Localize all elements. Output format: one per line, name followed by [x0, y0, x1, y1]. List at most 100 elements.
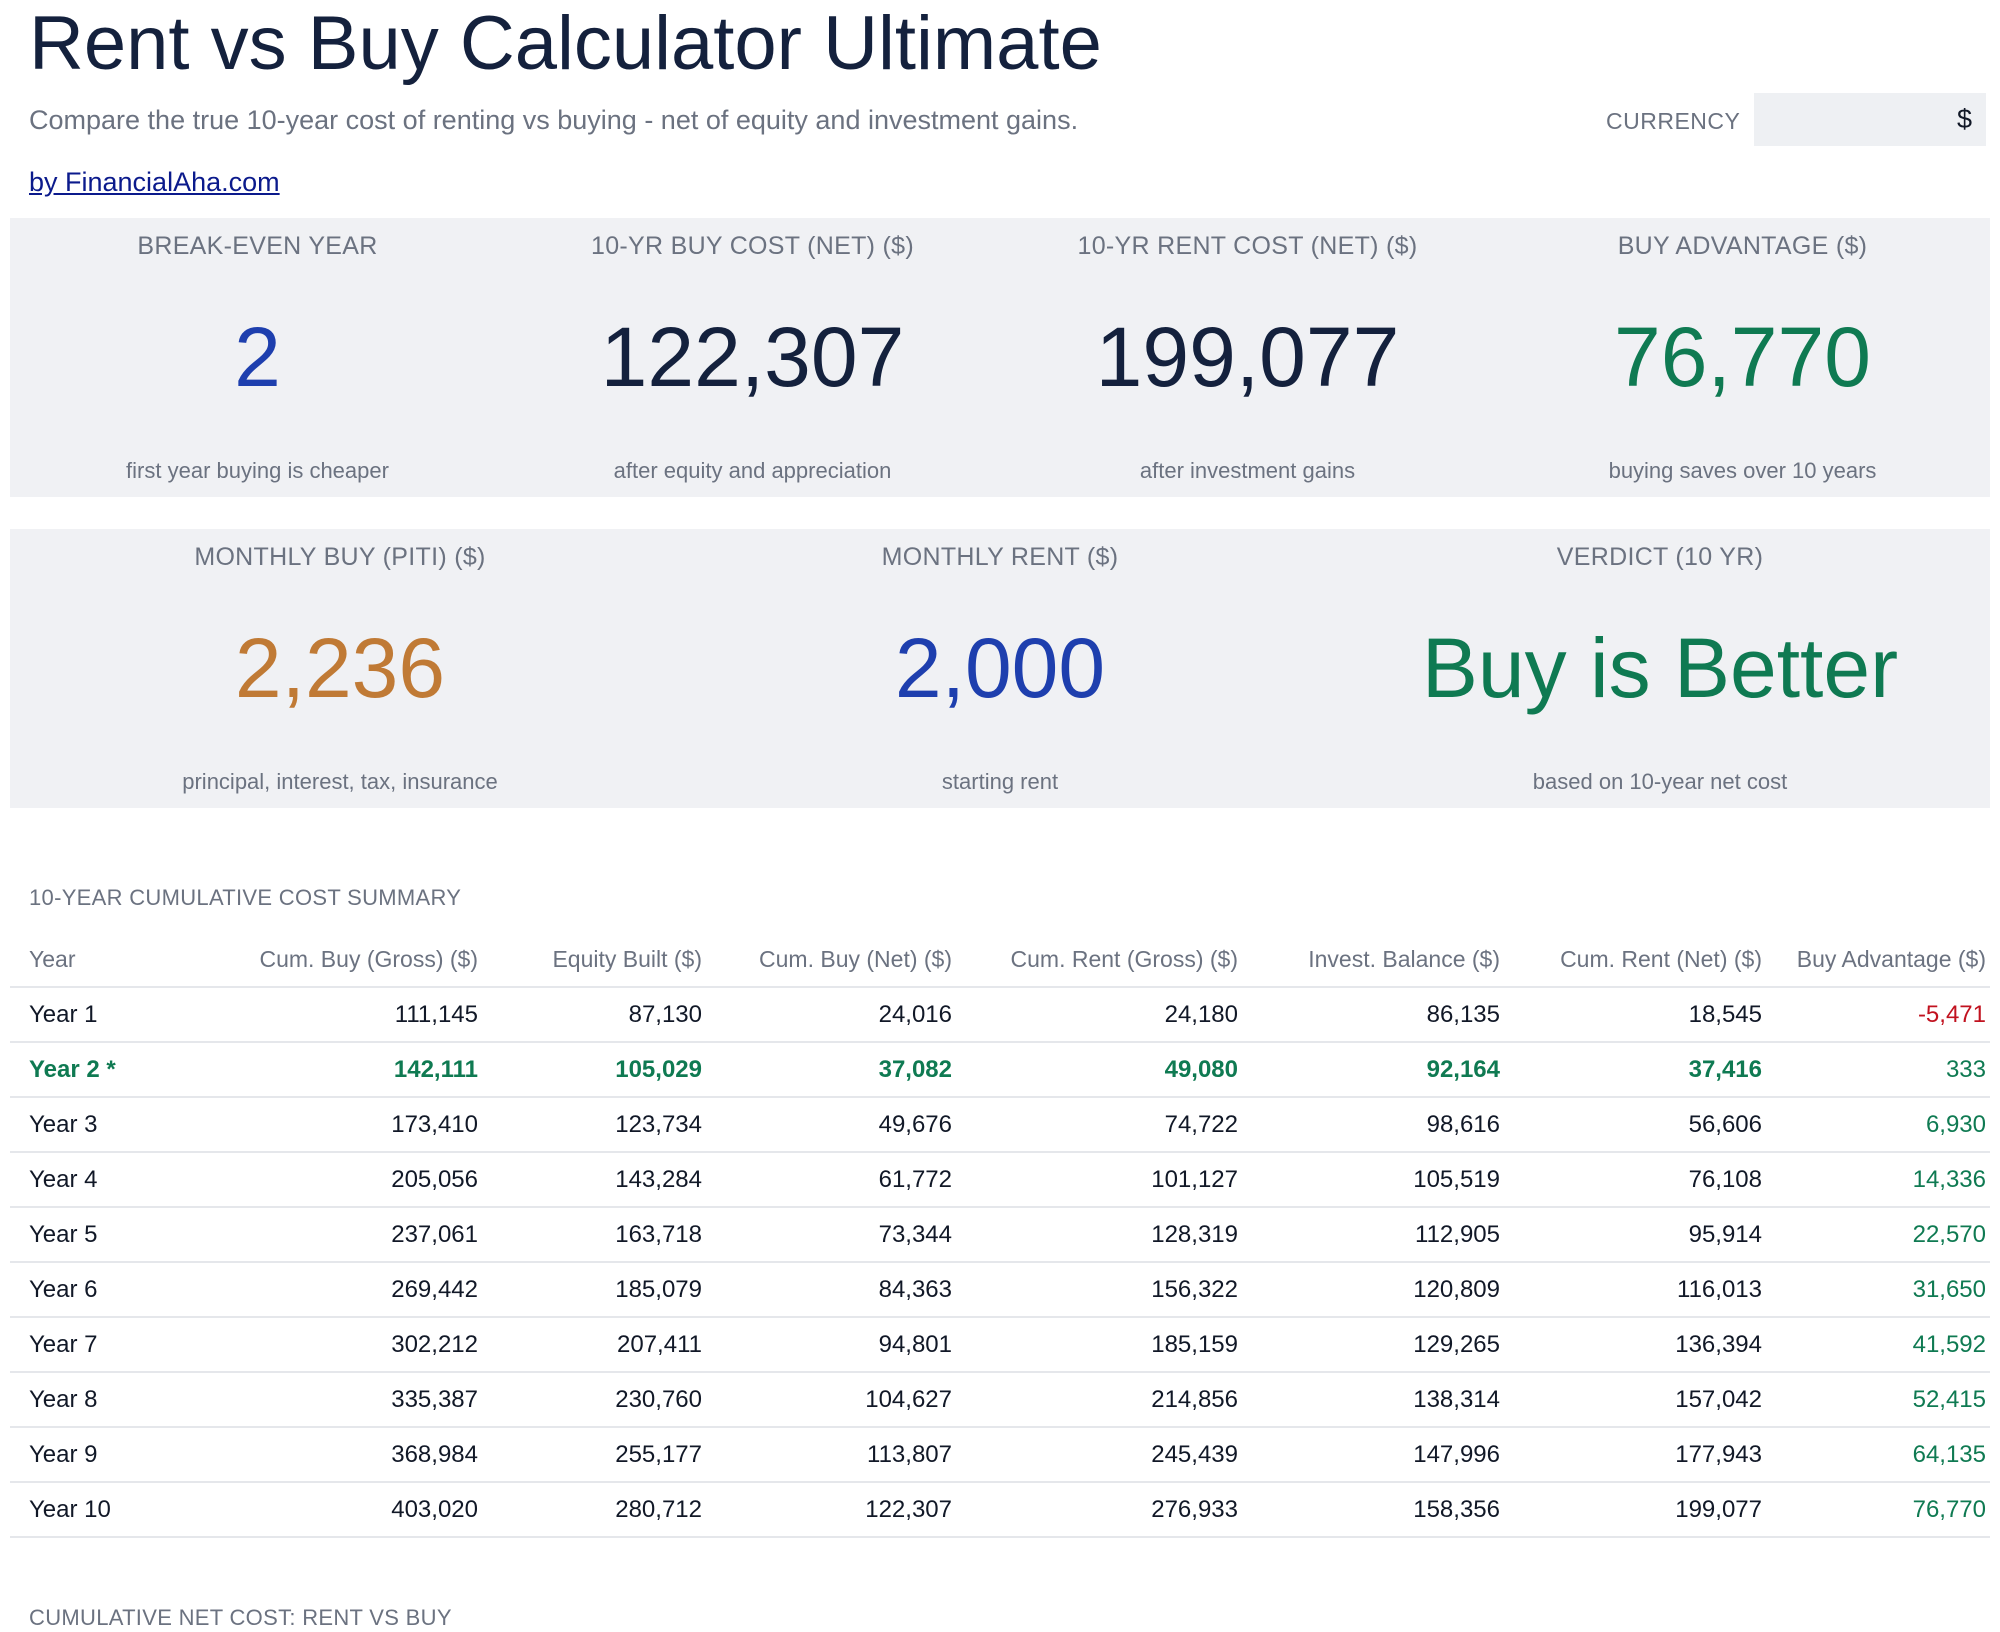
table-cell: 113,807 [706, 1427, 956, 1483]
kpi-value: 2,000 [894, 621, 1106, 715]
kpi-caption: first year buying is cheaper [126, 458, 389, 483]
table-cell: 245,439 [956, 1427, 1242, 1483]
column-header: Cum. Buy (Net) ($) [706, 932, 956, 988]
table-cell: 230,760 [482, 1372, 706, 1428]
table-cell: 237,061 [170, 1207, 482, 1263]
kpi-verdict: VERDICT (10 YR) Buy is Better based on 1… [1330, 529, 1990, 808]
table-cell: 368,984 [170, 1427, 482, 1483]
kpi-value: 76,770 [1614, 310, 1871, 404]
column-header: Buy Advantage ($) [1766, 932, 1990, 988]
table-cell: 49,080 [956, 1042, 1242, 1098]
table-row: Year 10 403,020 280,712 122,307 276,933 158,3… [10, 1482, 1990, 1538]
currency-input[interactable] [1754, 93, 1986, 146]
kpi-label: 10-YR BUY COST (NET) ($) [591, 232, 914, 260]
table-cell: 84,363 [706, 1262, 956, 1318]
table-cell: 24,180 [956, 987, 1242, 1043]
table-cell: 123,734 [482, 1097, 706, 1153]
table-cell: 173,410 [170, 1097, 482, 1153]
table-cell: 269,442 [170, 1262, 482, 1318]
table-row: Year 6 269,442 185,079 84,363 156,322 120,809… [10, 1262, 1990, 1318]
table-cell: 120,809 [1242, 1262, 1504, 1318]
year-cell: Year 5 [10, 1207, 170, 1263]
chart-section-title: CUMULATIVE NET COST: RENT VS BUY [29, 1605, 452, 1630]
table-cell: 156,322 [956, 1262, 1242, 1318]
kpi-value: 2 [234, 310, 281, 404]
year-cell: Year 1 [10, 987, 170, 1043]
kpi-panel-bottom: MONTHLY BUY (PITI) ($) 2,236 principal, … [10, 529, 1990, 808]
currency-label: CURRENCY [1606, 108, 1741, 134]
table-cell: 205,056 [170, 1152, 482, 1208]
table-cell: 142,111 [170, 1042, 482, 1098]
kpi-panel-top: BREAK-EVEN YEAR 2 first year buying is c… [10, 218, 1990, 497]
buy-advantage-cell: 76,770 [1766, 1482, 1990, 1538]
kpi-caption: after equity and appreciation [613, 458, 892, 483]
table-cell: 143,284 [482, 1152, 706, 1208]
table-cell: 92,164 [1242, 1042, 1504, 1098]
table-row: Year 2 * 142,111 105,029 37,082 49,080 92,164… [10, 1042, 1990, 1098]
kpi-label: BUY ADVANTAGE ($) [1617, 232, 1868, 260]
column-header: Cum. Rent (Net) ($) [1504, 932, 1766, 988]
table-cell: 94,801 [706, 1317, 956, 1373]
table-cell: 111,145 [170, 987, 482, 1043]
table-cell: 280,712 [482, 1482, 706, 1538]
table-cell: 302,212 [170, 1317, 482, 1373]
kpi-monthly-buy: MONTHLY BUY (PITI) ($) 2,236 principal, … [10, 529, 670, 808]
kpi-label: 10-YR RENT COST (NET) ($) [1077, 232, 1418, 260]
year-cell: Year 10 [10, 1482, 170, 1538]
table-cell: 87,130 [482, 987, 706, 1043]
table-cell: 101,127 [956, 1152, 1242, 1208]
year-cell: Year 8 [10, 1372, 170, 1428]
kpi-buy-cost: 10-YR BUY COST (NET) ($) 122,307 after e… [505, 218, 1000, 497]
kpi-monthly-rent: MONTHLY RENT ($) 2,000 starting rent [670, 529, 1330, 808]
year-cell: Year 4 [10, 1152, 170, 1208]
buy-advantage-cell: 64,135 [1766, 1427, 1990, 1483]
table-cell: 185,079 [482, 1262, 706, 1318]
page-subtitle: Compare the true 10-year cost of renting… [29, 105, 1079, 135]
table-cell: 61,772 [706, 1152, 956, 1208]
column-header: Year [10, 932, 170, 988]
kpi-caption: buying saves over 10 years [1608, 458, 1877, 483]
table-cell: 207,411 [482, 1317, 706, 1373]
year-cell: Year 7 [10, 1317, 170, 1373]
table-cell: 74,722 [956, 1097, 1242, 1153]
table-cell: 73,344 [706, 1207, 956, 1263]
table-cell: 138,314 [1242, 1372, 1504, 1428]
table-cell: 112,905 [1242, 1207, 1504, 1263]
kpi-label: MONTHLY RENT ($) [881, 543, 1119, 571]
kpi-caption: starting rent [941, 769, 1059, 794]
table-cell: 116,013 [1504, 1262, 1766, 1318]
table-cell: 37,416 [1504, 1042, 1766, 1098]
buy-advantage-cell: 22,570 [1766, 1207, 1990, 1263]
column-header: Equity Built ($) [482, 932, 706, 988]
table-cell: 214,856 [956, 1372, 1242, 1428]
kpi-caption: principal, interest, tax, insurance [182, 769, 498, 794]
table-cell: 177,943 [1504, 1427, 1766, 1483]
buy-advantage-cell: 52,415 [1766, 1372, 1990, 1428]
table-cell: 129,265 [1242, 1317, 1504, 1373]
table-cell: 403,020 [170, 1482, 482, 1538]
kpi-label: BREAK-EVEN YEAR [137, 232, 378, 260]
table-row: Year 4 205,056 143,284 61,772 101,127 105,519… [10, 1152, 1990, 1208]
buy-advantage-cell: -5,471 [1766, 987, 1990, 1043]
table-cell: 255,177 [482, 1427, 706, 1483]
buy-advantage-cell: 6,930 [1766, 1097, 1990, 1153]
byline-link[interactable]: by FinancialAha.com [29, 167, 280, 197]
cumulative-cost-table: Year Cum. Buy (Gross) ($) Equity Built ($)… [10, 932, 1990, 1538]
table-cell: 122,307 [706, 1482, 956, 1538]
table-cell: 86,135 [1242, 987, 1504, 1043]
page-title: Rent vs Buy Calculator Ultimate [29, 1, 1102, 86]
table-cell: 104,627 [706, 1372, 956, 1428]
buy-advantage-cell: 31,650 [1766, 1262, 1990, 1318]
buy-advantage-cell: 14,336 [1766, 1152, 1990, 1208]
kpi-rent-cost: 10-YR RENT COST (NET) ($) 199,077 after … [1000, 218, 1495, 497]
table-row: Year 5 237,061 163,718 73,344 128,319 112,905… [10, 1207, 1990, 1263]
column-header: Cum. Buy (Gross) ($) [170, 932, 482, 988]
table-cell: 105,519 [1242, 1152, 1504, 1208]
table-row: Year 9 368,984 255,177 113,807 245,439 147,99… [10, 1427, 1990, 1483]
year-cell: Year 2 * [10, 1042, 170, 1098]
table-cell: 76,108 [1504, 1152, 1766, 1208]
table-cell: 24,016 [706, 987, 956, 1043]
table-cell: 95,914 [1504, 1207, 1766, 1263]
table-header-row: Year Cum. Buy (Gross) ($) Equity Built ($)… [10, 932, 1990, 988]
kpi-caption: based on 10-year net cost [1532, 769, 1788, 794]
